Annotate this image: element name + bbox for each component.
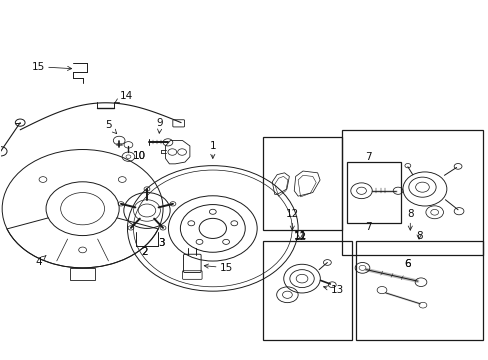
Text: 15: 15	[31, 62, 72, 72]
Text: 11: 11	[293, 231, 306, 240]
Bar	[346, 162, 400, 223]
Text: 7: 7	[365, 222, 371, 231]
Text: 3: 3	[158, 238, 164, 248]
Text: 10: 10	[133, 150, 146, 161]
Text: 2: 2	[141, 247, 147, 257]
Bar	[263, 137, 341, 230]
Text: 6: 6	[404, 259, 410, 269]
Text: 7: 7	[365, 152, 371, 162]
Text: 3: 3	[158, 238, 164, 248]
Text: 12: 12	[293, 232, 306, 242]
Text: 9: 9	[157, 118, 163, 133]
Text: 8: 8	[406, 209, 413, 230]
Text: 4: 4	[35, 256, 46, 267]
Text: 13: 13	[323, 285, 343, 296]
Text: 15: 15	[204, 263, 233, 273]
Text: 10: 10	[133, 150, 146, 161]
Text: 6: 6	[404, 259, 410, 269]
Text: 5: 5	[105, 121, 117, 134]
Bar	[355, 241, 483, 339]
Text: 14: 14	[115, 91, 133, 103]
Text: 12: 12	[285, 209, 298, 230]
Bar	[341, 130, 483, 255]
Text: 11: 11	[293, 231, 306, 240]
Text: 1: 1	[209, 141, 216, 158]
Bar	[263, 241, 351, 339]
Text: 8: 8	[415, 231, 422, 241]
Text: 2: 2	[141, 247, 147, 257]
